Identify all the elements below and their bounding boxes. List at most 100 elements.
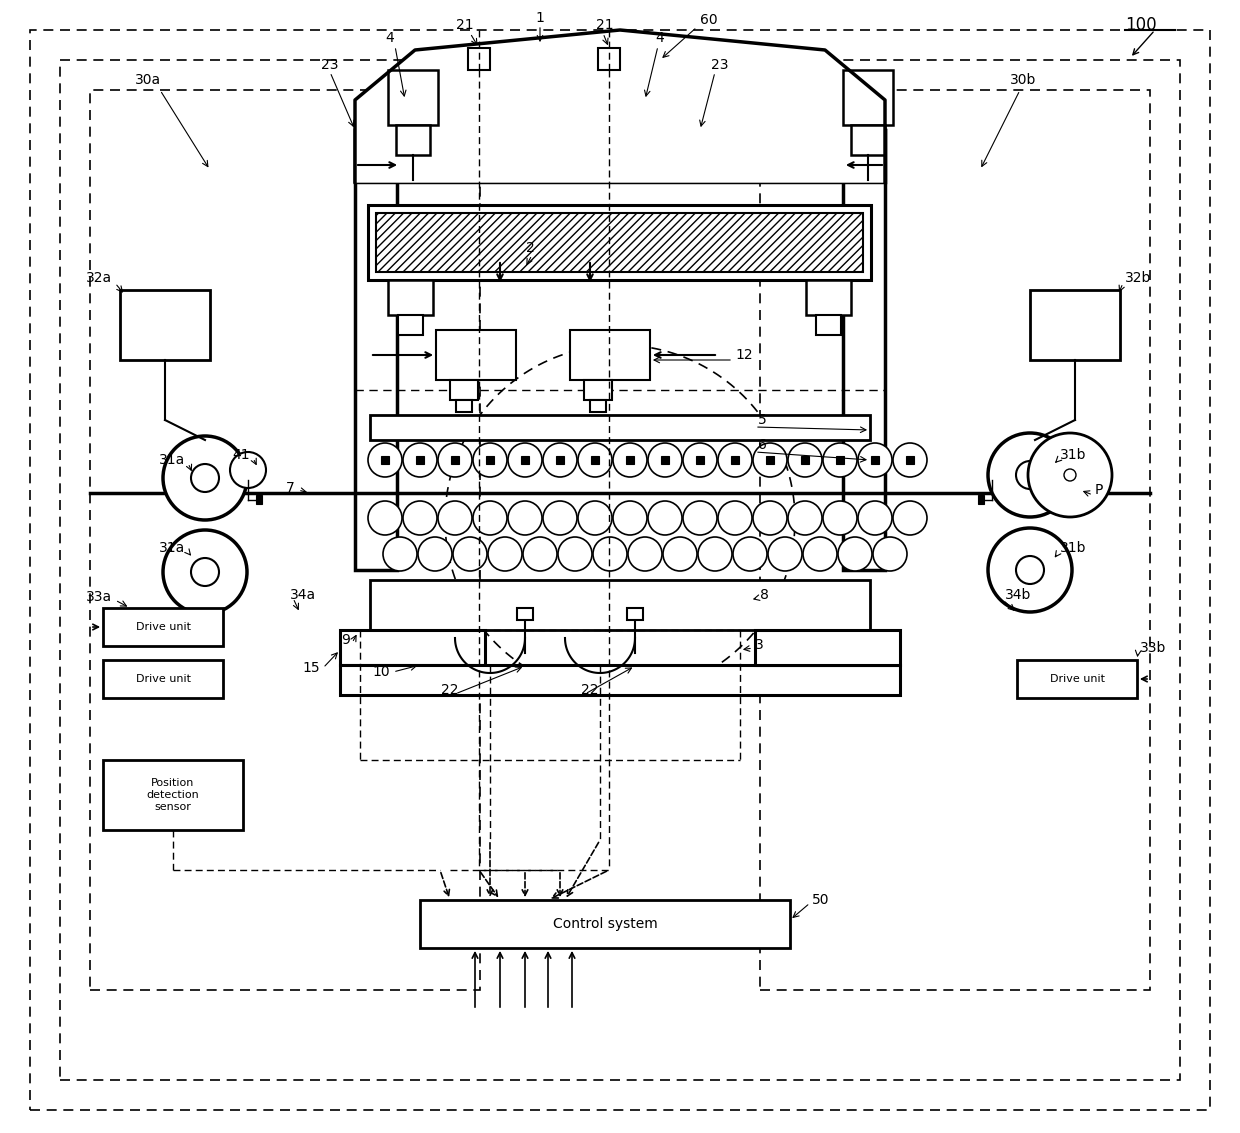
Text: 3: 3 (755, 638, 764, 651)
Circle shape (162, 530, 247, 614)
Circle shape (368, 501, 402, 535)
Circle shape (191, 557, 219, 586)
Bar (806, 280, 851, 315)
Bar (760, 90, 1149, 990)
Bar (1017, 661, 1137, 698)
Circle shape (649, 443, 682, 477)
Circle shape (768, 537, 802, 571)
Circle shape (787, 443, 822, 477)
Bar (843, 130, 885, 570)
Bar (584, 380, 613, 400)
Text: 100: 100 (1125, 16, 1157, 34)
Bar (370, 580, 870, 630)
Bar (388, 70, 438, 125)
Bar (381, 455, 389, 465)
Circle shape (453, 537, 487, 571)
Bar (467, 48, 490, 70)
Circle shape (472, 443, 507, 477)
Bar (91, 90, 480, 990)
Text: 6: 6 (758, 438, 766, 452)
Text: 34a: 34a (290, 588, 316, 602)
Bar (368, 205, 870, 280)
Circle shape (593, 537, 627, 571)
Bar (517, 608, 533, 620)
Text: 2: 2 (526, 241, 534, 255)
Bar (816, 315, 841, 335)
Circle shape (698, 537, 732, 571)
Bar (415, 455, 424, 465)
Circle shape (663, 537, 697, 571)
Bar (766, 455, 774, 465)
Polygon shape (355, 29, 885, 182)
Text: 23: 23 (321, 58, 339, 73)
Bar (598, 48, 620, 70)
Circle shape (418, 537, 453, 571)
Bar (396, 125, 430, 155)
Text: 5: 5 (758, 414, 766, 427)
Circle shape (1028, 433, 1112, 517)
Text: 8: 8 (760, 588, 769, 602)
Circle shape (823, 501, 857, 535)
Bar (103, 608, 223, 646)
Text: Drive unit: Drive unit (135, 622, 191, 632)
Bar (486, 455, 494, 465)
Circle shape (523, 537, 557, 571)
Circle shape (858, 443, 892, 477)
Circle shape (403, 501, 436, 535)
Bar (388, 280, 433, 315)
Circle shape (804, 537, 837, 571)
Circle shape (578, 501, 613, 535)
Bar (120, 290, 210, 360)
Circle shape (1016, 461, 1044, 489)
Text: 32b: 32b (1125, 271, 1152, 286)
Text: 9: 9 (341, 633, 350, 647)
Text: Drive unit: Drive unit (135, 674, 191, 684)
Circle shape (162, 436, 247, 520)
Bar (843, 70, 893, 125)
Circle shape (753, 501, 787, 535)
Circle shape (873, 537, 906, 571)
Text: 15: 15 (303, 661, 320, 675)
Text: 31a: 31a (159, 540, 185, 555)
Text: Drive unit: Drive unit (1049, 674, 1105, 684)
Bar (906, 455, 914, 465)
Bar (755, 630, 900, 665)
Text: 33b: 33b (1140, 641, 1167, 655)
Bar (556, 455, 564, 465)
Text: 60: 60 (701, 12, 718, 27)
Bar (370, 415, 870, 440)
Bar (103, 661, 223, 698)
Bar (590, 400, 606, 412)
Text: 50: 50 (812, 893, 830, 908)
Bar (436, 330, 516, 380)
Bar (626, 455, 634, 465)
Bar (661, 455, 670, 465)
Text: 4: 4 (386, 31, 394, 45)
Circle shape (472, 501, 507, 535)
Circle shape (489, 537, 522, 571)
Circle shape (191, 465, 219, 492)
Circle shape (558, 537, 591, 571)
Bar (732, 455, 739, 465)
Circle shape (753, 443, 787, 477)
Circle shape (787, 501, 822, 535)
Text: 32a: 32a (86, 271, 112, 286)
Circle shape (718, 443, 751, 477)
Bar (103, 760, 243, 830)
Circle shape (838, 537, 872, 571)
Text: P: P (1095, 483, 1104, 497)
Text: Control system: Control system (553, 917, 657, 931)
Text: 1: 1 (536, 11, 544, 25)
Text: 31b: 31b (1060, 540, 1086, 555)
Circle shape (893, 501, 928, 535)
Text: 21: 21 (596, 18, 614, 32)
Circle shape (383, 537, 417, 571)
Bar (570, 330, 650, 380)
Circle shape (683, 443, 717, 477)
Circle shape (543, 443, 577, 477)
Text: 22: 22 (441, 683, 459, 697)
Bar (451, 455, 459, 465)
Circle shape (858, 501, 892, 535)
Circle shape (508, 443, 542, 477)
Bar (851, 125, 885, 155)
